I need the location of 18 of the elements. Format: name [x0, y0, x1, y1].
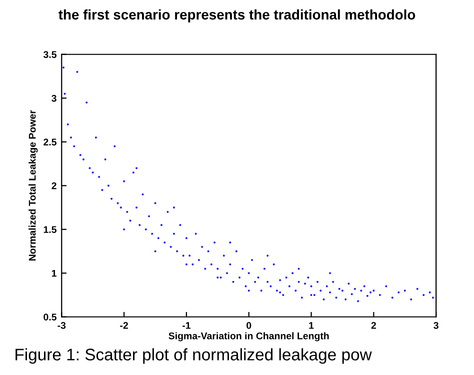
y-tick-label: 3: [52, 94, 56, 102]
x-tick-label: 2: [371, 322, 376, 329]
y-tick-label: 1.5: [44, 226, 56, 233]
caption: Figure 1: Scatter plot of normalized leakage pow: [16, 348, 372, 364]
y-tick-label: 3.5: [43, 51, 56, 58]
x-tick-label: -2: [120, 322, 128, 329]
y-tick-label: 2.5: [44, 138, 56, 146]
x-tick-label: 1: [309, 322, 314, 329]
x-tick-label: 0: [246, 322, 252, 329]
x-tick-label: 3: [434, 322, 438, 329]
y-axis-title: Normalized Total Leakage Power: [28, 110, 38, 261]
y-tick-label: 2: [52, 182, 56, 190]
y-tick-label: 0.5: [44, 314, 56, 320]
y-tick-label: 1: [52, 270, 56, 277]
x-tick-label: -1: [182, 322, 190, 329]
text: the first scenario represents the traditional methodolo: [58, 9, 416, 22]
x-axis-title: Sigma-Variation in Channel Length: [168, 332, 329, 342]
x-tick-label: -3: [58, 322, 66, 329]
